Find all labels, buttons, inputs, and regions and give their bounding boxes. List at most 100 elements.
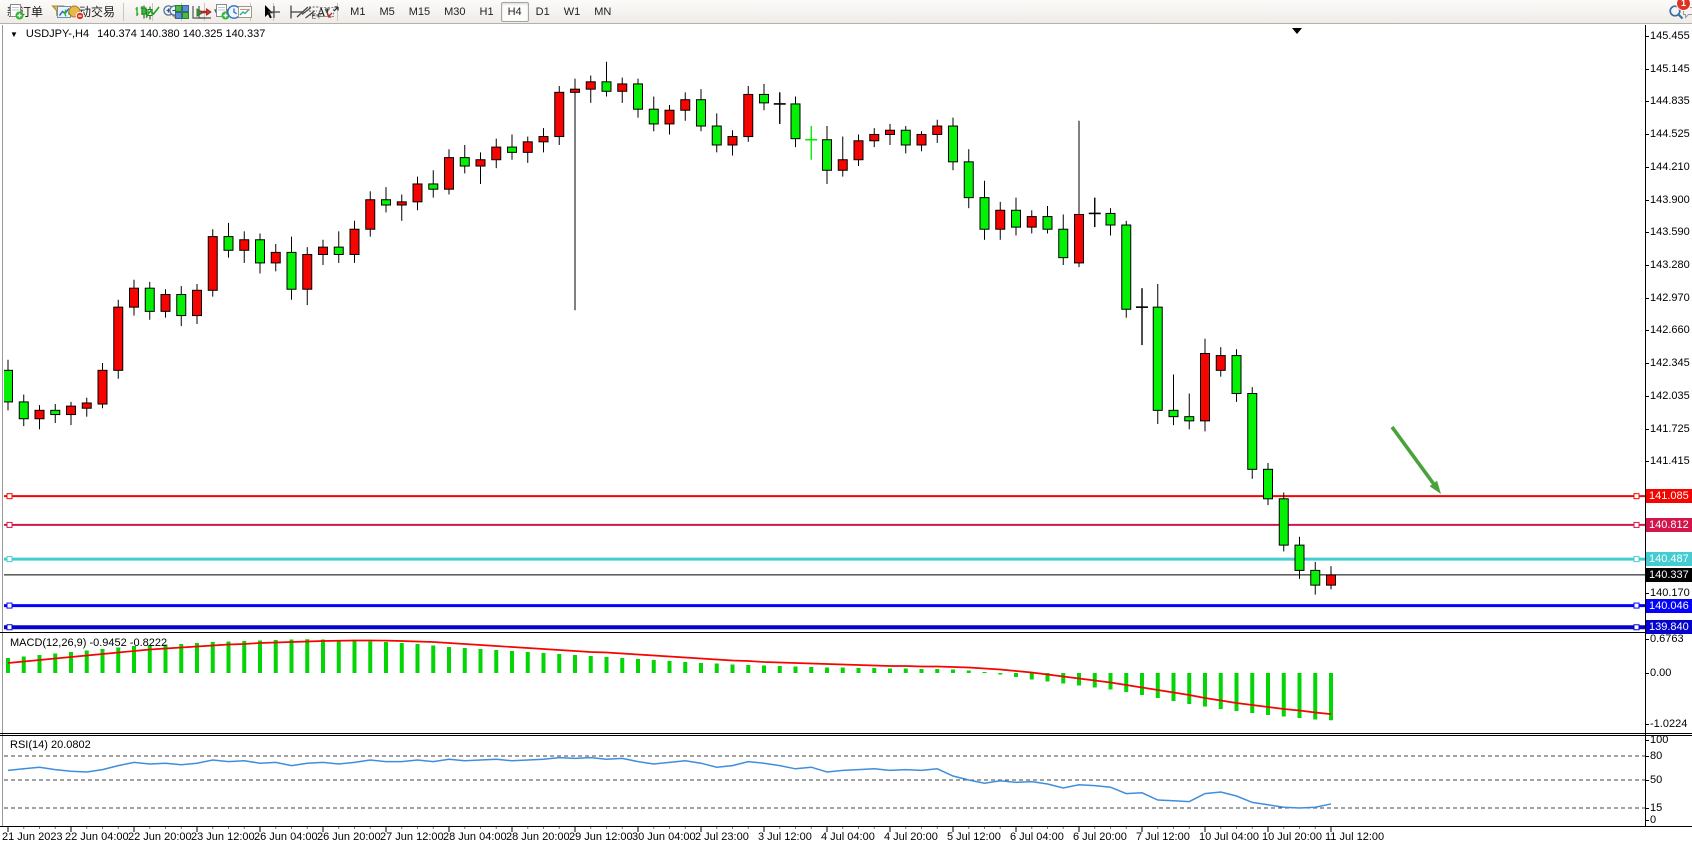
auto-scroll-button[interactable] — [193, 1, 212, 23]
line-chart-button[interactable] — [141, 1, 160, 23]
price-tick-label: 144.525 — [1650, 128, 1690, 140]
collapse-icon[interactable]: ▼ — [10, 29, 18, 39]
bear-candle — [176, 286, 187, 327]
bear-candle — [711, 113, 722, 153]
horizontal-line-button[interactable] — [285, 1, 304, 23]
macd-panel[interactable] — [4, 633, 1645, 733]
macd-bar — [825, 667, 829, 673]
tile-windows-button[interactable] — [170, 1, 190, 23]
time-tick-label: 22 Jun 20:00 — [128, 831, 192, 843]
macd-bar — [557, 654, 562, 673]
timeframe-m5-button[interactable]: M5 — [379, 5, 395, 18]
text-button[interactable]: A — [309, 1, 326, 23]
arrows-button[interactable]: ▾ — [321, 1, 339, 23]
macd-bar — [998, 673, 1003, 675]
bear-candle — [144, 281, 155, 320]
macd-bar — [336, 640, 341, 673]
bull-candle — [302, 247, 313, 306]
notifications-button[interactable]: 1 — [1675, 0, 1692, 23]
timeframe-m15-button[interactable]: M15 — [408, 5, 431, 18]
annotation-arrow[interactable] — [1390, 425, 1441, 494]
rsi-line — [7, 756, 1332, 809]
bull-candle — [680, 92, 691, 121]
bull-candle — [1326, 566, 1336, 590]
macd-bar — [352, 640, 357, 673]
axis-tick — [1645, 36, 1649, 37]
axis-tick — [1645, 593, 1649, 594]
fibonacci-button[interactable]: F — [303, 1, 322, 23]
crosshair-button[interactable] — [262, 1, 280, 23]
macd-panel-border[interactable] — [0, 733, 1692, 734]
bear-candle — [428, 170, 439, 198]
axis-tick — [1645, 101, 1649, 102]
macd-axis-label: 0.6763 — [1650, 633, 1684, 645]
main-chart[interactable] — [4, 25, 1645, 632]
macd-bar — [116, 647, 121, 673]
bear-candle — [255, 233, 265, 274]
bear-candle — [979, 180, 990, 240]
templates-button[interactable]: ▾ — [233, 1, 253, 23]
bull-candle — [396, 194, 407, 221]
price-line-140.046[interactable] — [4, 602, 1645, 609]
profiles-button[interactable] — [46, 1, 65, 23]
time-tick-label: 23 Jun 12:00 — [191, 831, 255, 843]
timeframe-w1-button[interactable]: W1 — [563, 5, 581, 18]
new-order-button[interactable]: 新订单 — [4, 1, 46, 23]
macd-bar — [368, 641, 373, 673]
time-tick-label: 30 Jun 04:00 — [632, 831, 696, 843]
bear-candle — [948, 117, 958, 171]
bar-chart-button[interactable] — [129, 1, 149, 23]
bull-candle — [1215, 347, 1226, 377]
price-line-141.085[interactable] — [4, 493, 1645, 500]
arrows-icon — [326, 5, 339, 18]
current-price-badge: 140.337 — [1646, 568, 1692, 582]
macd-bar — [147, 645, 152, 673]
auto-trading-button[interactable]: 自动交易 — [64, 1, 118, 23]
time-tick-label: 5 Jul 12:00 — [947, 831, 1001, 843]
timeframe-h1-button[interactable]: H1 — [479, 5, 494, 18]
bear-candle — [1294, 536, 1305, 579]
price-line-140.487[interactable] — [4, 556, 1645, 563]
axis-tick — [1645, 396, 1649, 397]
price-tick-label: 143.900 — [1650, 194, 1690, 206]
macd-bar — [1155, 673, 1160, 698]
cursor-button[interactable] — [256, 1, 273, 23]
macd-bar — [888, 668, 892, 673]
axis-tick — [1645, 461, 1649, 462]
search-button[interactable] — [1664, 1, 1684, 23]
macd-bar — [762, 665, 766, 673]
trendline-button[interactable] — [291, 1, 309, 23]
macd-bar — [273, 640, 278, 673]
main-panel-border[interactable] — [0, 632, 1692, 633]
text-label-button[interactable]: T — [315, 1, 334, 23]
macd-bar — [69, 652, 73, 673]
bear-candle — [601, 61, 612, 97]
price-line-139.840[interactable] — [4, 624, 1645, 631]
text-a-icon: A — [316, 4, 326, 19]
svg-text:A: A — [316, 4, 326, 19]
ohlc-values: 140.374 140.380 140.325 140.337 — [97, 28, 266, 40]
timeframe-h4-button[interactable]: H4 — [500, 1, 529, 22]
time-tick-label: 26 Jun 20:00 — [317, 831, 381, 843]
rsi-axis-label: 0 — [1650, 814, 1657, 826]
bull-candle — [192, 283, 202, 324]
price-tick-label: 145.145 — [1650, 63, 1690, 75]
timeframe-m1-button[interactable]: M1 — [350, 5, 366, 18]
price-line-140.812[interactable] — [4, 521, 1645, 528]
timeframe-mn-button[interactable]: MN — [594, 5, 612, 18]
bull-candle — [538, 128, 549, 153]
macd-bar — [163, 644, 168, 673]
axis-tick — [1645, 639, 1649, 640]
timeframe-d1-button[interactable]: D1 — [535, 5, 550, 18]
time-tick-label: 27 Jun 12:00 — [380, 831, 444, 843]
bear-candle — [1152, 283, 1163, 425]
timeframe-m30-button[interactable]: M30 — [444, 5, 466, 18]
chart-shift-marker[interactable] — [1292, 28, 1302, 34]
chevron-down-icon: ▾ — [324, 6, 330, 16]
axis-tick — [1645, 200, 1649, 201]
rsi-panel[interactable] — [4, 736, 1645, 826]
time-tick-label: 29 Jun 12:00 — [569, 831, 633, 843]
periods-button[interactable]: ▾ — [222, 1, 241, 23]
bear-candle — [4, 359, 13, 411]
